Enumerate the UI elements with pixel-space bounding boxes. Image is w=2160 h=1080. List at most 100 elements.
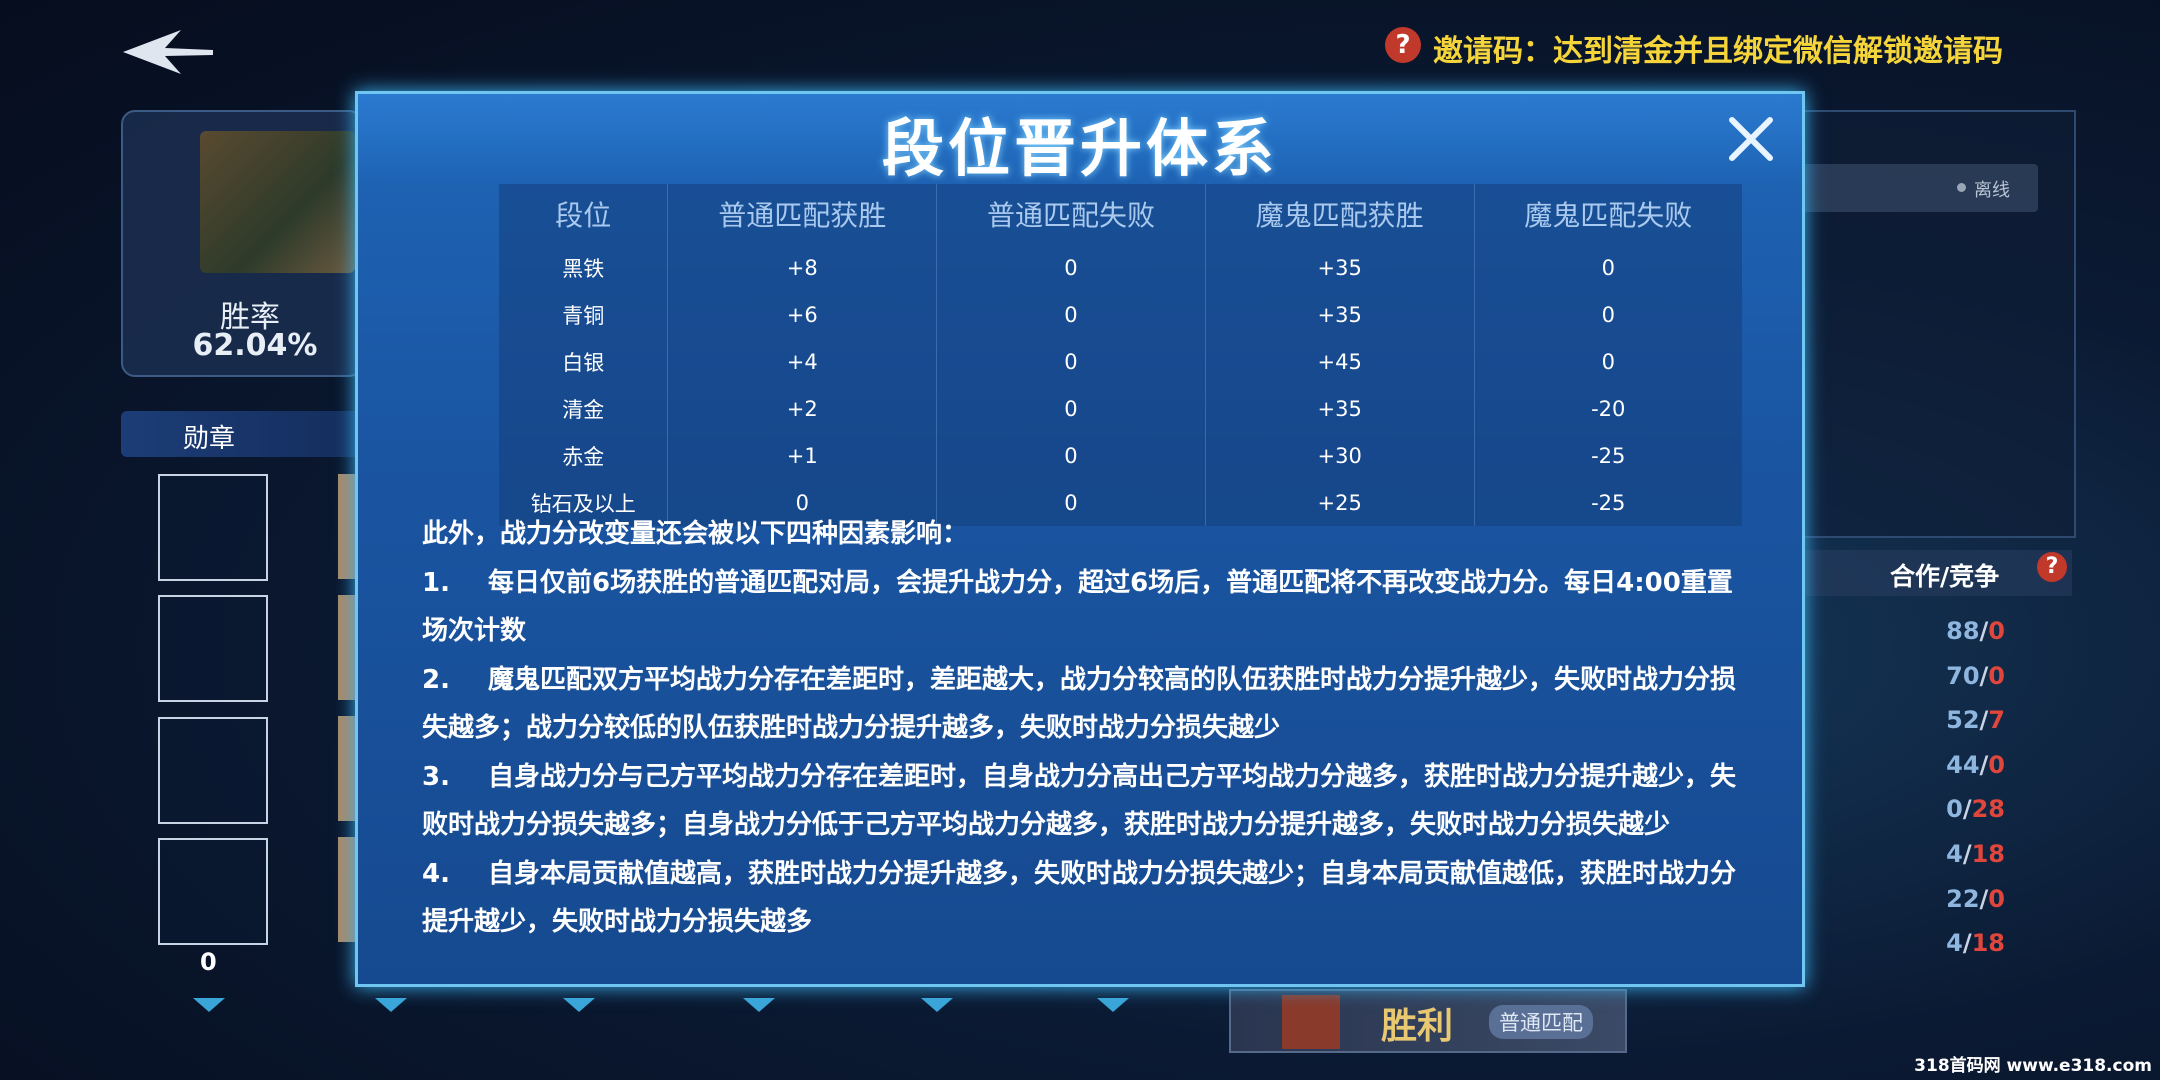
- stat-row: 0/28: [1946, 795, 2005, 823]
- table-row: 青铜 +6 0 +35 0: [499, 291, 1742, 338]
- medal-images: [338, 474, 358, 944]
- rank-name: 清金: [562, 397, 605, 422]
- compete-count: 0: [1988, 884, 2005, 913]
- table-cell: +45: [1204, 338, 1475, 385]
- rule-item: 1. 每日仅前6场获胜的普通匹配对局，会提升战力分，超过6场后，普通匹配将不再改变…: [422, 559, 1752, 656]
- medal-slot[interactable]: [158, 595, 268, 702]
- avatar: [200, 131, 355, 273]
- table-cell: 0: [667, 479, 937, 526]
- rank-name: 钻石及以上: [530, 491, 636, 516]
- modal-header: [358, 94, 1802, 184]
- medal-tab-label: 勋章: [183, 424, 236, 454]
- chevron: [921, 998, 953, 1012]
- column-header: 魔鬼匹配获胜: [1204, 184, 1475, 244]
- hero-avatar: [1282, 995, 1340, 1049]
- stat-row: 4/18: [1946, 840, 2005, 868]
- chevron: [563, 998, 595, 1012]
- separator: /: [1979, 661, 1989, 690]
- stats-header: 合作/竞争: [1790, 550, 2072, 596]
- table-cell: 0: [1473, 338, 1742, 385]
- separator: /: [1979, 750, 1989, 779]
- table-cell: 0: [936, 479, 1206, 526]
- medal-slot[interactable]: [158, 838, 268, 945]
- watermark: 318首码网 www.e318.com: [1914, 1056, 2152, 1076]
- rank-name: 青铜: [562, 303, 605, 328]
- table-cell: +8: [667, 244, 937, 291]
- table-cell: 0: [936, 291, 1206, 338]
- separator: /: [1979, 884, 1989, 913]
- table-cell: +35: [1204, 244, 1475, 291]
- compete-count: 0: [1988, 750, 2005, 779]
- match-card[interactable]: 胜利 普通匹配: [1229, 989, 1627, 1053]
- stat-row: 88/0: [1946, 617, 2005, 645]
- coop-count: 4: [1946, 929, 1963, 958]
- separator: /: [1979, 706, 1989, 735]
- table-cell: +6: [667, 291, 937, 338]
- table-row: 黑铁 +8 0 +35 0: [499, 244, 1742, 291]
- coop-count: 88: [1946, 617, 1980, 645]
- help-icon[interactable]: ?: [1385, 27, 1421, 63]
- coop-count: 70: [1946, 661, 1980, 690]
- table-cell: +2: [667, 385, 937, 432]
- rank-name: 黑铁: [562, 256, 605, 281]
- coop-count: 22: [1946, 884, 1980, 913]
- table-cell: 0: [936, 432, 1206, 479]
- coop-count: 0: [1946, 795, 1963, 824]
- stat-row: 44/0: [1946, 751, 2005, 779]
- table-header: 段位 普通匹配获胜 普通匹配失败 魔鬼匹配获胜 魔鬼匹配失败: [499, 184, 1742, 244]
- compete-count: 18: [1971, 929, 2005, 958]
- coop-count: 4: [1946, 840, 1963, 868]
- table-cell: +25: [1204, 479, 1475, 526]
- compete-count: 18: [1971, 840, 2005, 868]
- rule-number: 1.: [422, 567, 450, 598]
- coop-count: 44: [1946, 750, 1980, 779]
- status-bar: 离线: [1800, 164, 2038, 212]
- table-cell: 0: [936, 244, 1206, 291]
- close-button[interactable]: [1726, 114, 1776, 164]
- chevron: [1097, 998, 1129, 1012]
- rule-item: 4. 自身本局贡献值越高，获胜时战力分提升越多，失败时战力分损失越少；自身本局贡献…: [422, 850, 1752, 947]
- table-cell: +4: [667, 338, 937, 385]
- rules-intro: 此外，战力分改变量还会被以下四种因素影响：: [422, 519, 969, 549]
- column-header: 普通匹配失败: [936, 184, 1206, 244]
- chevron: [743, 998, 775, 1012]
- modal-title: 段位晋升体系: [881, 112, 1278, 185]
- compete-count: 28: [1971, 795, 2005, 824]
- chevron: [193, 998, 225, 1012]
- modal: 段位晋升体系 段位 普通匹配获胜 普通匹配失败 魔鬼匹配获胜 魔鬼匹配失败 黑铁 +8 0 +3…: [355, 91, 1805, 987]
- win-rate-label: 胜率: [220, 300, 280, 335]
- compete-count: 0: [1988, 617, 2005, 645]
- help-icon[interactable]: ?: [2037, 552, 2067, 582]
- table-row: 钻石及以上 0 0 +25 -25: [499, 479, 1742, 526]
- match-result: 胜利: [1381, 1005, 1454, 1047]
- back-button[interactable]: [121, 28, 215, 76]
- rule-text: 自身本局贡献值越高，获胜时战力分提升越多，失败时战力分损失越少；自身本局贡献值越…: [422, 858, 1737, 938]
- separator: /: [1962, 929, 1972, 958]
- status: 离线: [1974, 180, 2010, 201]
- stat-row: 4/18: [1946, 929, 2005, 957]
- rule-text: 自身战力分与己方平均战力分存在差距时，自身战力分高出己方平均战力分越多，获胜时战…: [422, 761, 1737, 841]
- compete-count: 0: [1988, 661, 2005, 690]
- rule-item: 2. 魔鬼匹配双方平均战力分存在差距时，差距越大，战力分较高的队伍获胜时战力分提升…: [422, 656, 1752, 753]
- table-cell: 0: [936, 338, 1206, 385]
- separator: /: [1979, 617, 1989, 645]
- table-cell: +30: [1204, 432, 1475, 479]
- medal-tab[interactable]: 勋章: [121, 411, 361, 457]
- rank-table: 段位 普通匹配获胜 普通匹配失败 魔鬼匹配获胜 魔鬼匹配失败 黑铁 +8 0 +35 0 青铜 +6 0…: [499, 184, 1742, 526]
- rule-text: 每日仅前6场获胜的普通匹配对局，会提升战力分，超过6场后，普通匹配将不再改变战力…: [422, 567, 1733, 647]
- win-rate: 62.04%: [192, 328, 318, 363]
- rule-text: 魔鬼匹配双方平均战力分存在差距时，差距越大，战力分较高的队伍获胜时战力分提升越少…: [422, 664, 1737, 744]
- table-cell: -25: [1473, 479, 1742, 526]
- table-cell: 0: [1473, 291, 1742, 338]
- table-row: 清金 +2 0 +35 -20: [499, 385, 1742, 432]
- stats-label: 合作/竞争: [1890, 562, 2000, 591]
- table-cell: 0: [1473, 244, 1742, 291]
- medal-slot[interactable]: [158, 474, 268, 581]
- compete-count: 7: [1988, 706, 2005, 735]
- separator: /: [1962, 840, 1972, 868]
- rule-number: 3.: [422, 761, 450, 792]
- table-cell: 0: [936, 385, 1206, 432]
- medal-slot[interactable]: [158, 717, 268, 824]
- rank-name: 赤金: [562, 444, 605, 469]
